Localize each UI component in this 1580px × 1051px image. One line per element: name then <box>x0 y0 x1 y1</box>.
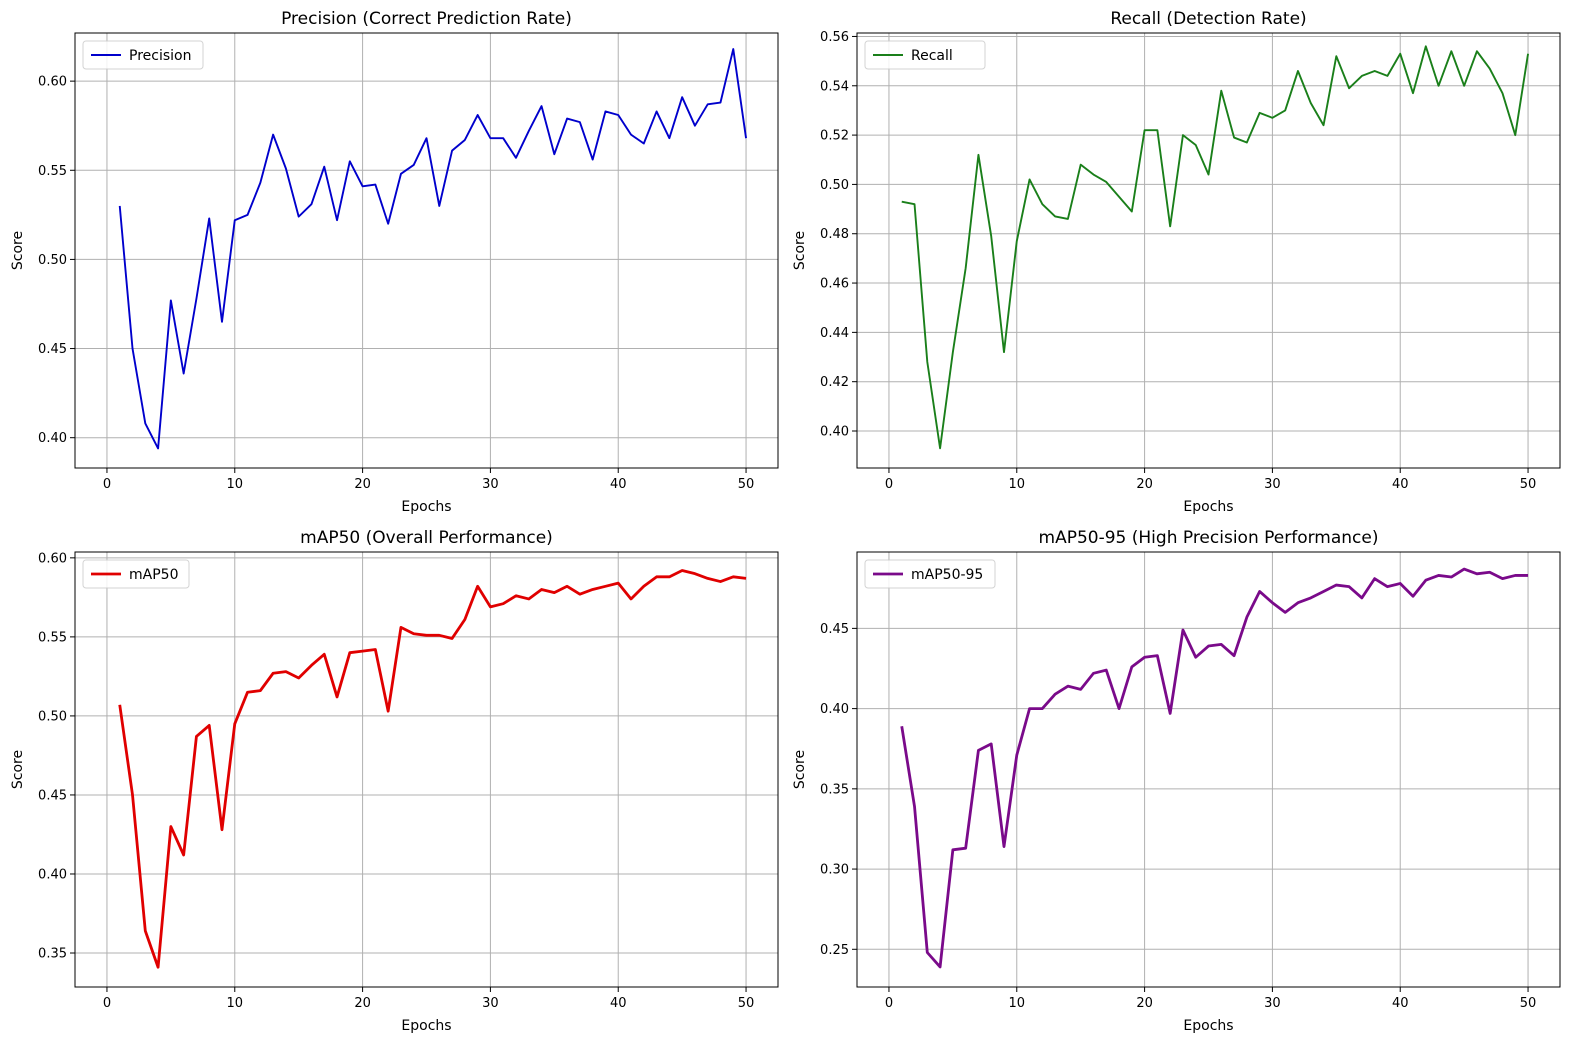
y-tick-label: 0.40 <box>820 425 849 440</box>
x-tick-label: 0 <box>103 477 111 492</box>
y-tick-label: 0.50 <box>820 178 849 193</box>
y-tick-label: 0.25 <box>820 943 849 958</box>
y-tick-label: 0.60 <box>38 551 67 566</box>
x-tick-label: 20 <box>1136 477 1153 492</box>
x-tick-label: 0 <box>885 996 893 1011</box>
axes-frame <box>856 551 1561 988</box>
legend-label: Recall <box>911 48 953 64</box>
legend: Precision <box>82 40 204 70</box>
y-tick-label: 0.50 <box>38 709 67 724</box>
x-tick-label: 40 <box>610 996 627 1011</box>
y-tick-label: 0.30 <box>820 863 849 878</box>
legend-label: mAP50 <box>129 567 178 583</box>
axes-frame <box>74 32 779 469</box>
x-tick-label: 20 <box>354 996 371 1011</box>
axes-frame <box>856 32 1561 469</box>
x-tick-label: 50 <box>1520 996 1537 1011</box>
axes-frame <box>74 551 779 988</box>
legend-label: Precision <box>129 48 191 64</box>
chart-title: mAP50-95 (High Precision Performance) <box>1039 528 1379 548</box>
y-tick-label: 0.35 <box>38 947 67 962</box>
series-line <box>900 567 1529 969</box>
x-tick-label: 40 <box>1392 996 1409 1011</box>
chart-title: Precision (Correct Prediction Rate) <box>281 9 572 29</box>
x-tick-label: 10 <box>226 996 243 1011</box>
x-axis-label: Epochs <box>1183 499 1233 515</box>
y-tick-label: 0.60 <box>38 75 67 90</box>
y-axis-label: Score <box>792 231 808 270</box>
legend-box <box>864 40 986 70</box>
y-tick-label: 0.45 <box>820 622 849 637</box>
y-axis-label: Score <box>10 750 26 789</box>
x-axis-label: Epochs <box>401 499 451 515</box>
series-line <box>901 45 1529 450</box>
legend-box <box>864 559 996 589</box>
y-tick-label: 0.35 <box>820 782 849 797</box>
series-line <box>118 48 747 450</box>
chart-panel: 0 10 20 30 40 50 0.40 0.42 0.44 0.46 0.48 0.50 0.52 0… <box>792 9 1561 515</box>
x-axis-label: Epochs <box>401 1018 451 1034</box>
y-tick-label: 0.55 <box>38 164 67 179</box>
x-tick-label: 40 <box>610 477 627 492</box>
chart-title: Recall (Detection Rate) <box>1110 9 1306 29</box>
y-tick-label: 0.45 <box>38 788 67 803</box>
x-tick-label: 0 <box>103 996 111 1011</box>
y-tick-label: 0.55 <box>38 630 67 645</box>
legend-label: mAP50-95 <box>911 567 983 583</box>
x-tick-label: 30 <box>1264 996 1281 1011</box>
y-tick-label: 0.52 <box>820 129 849 144</box>
y-tick-label: 0.45 <box>38 342 67 357</box>
y-tick-label: 0.50 <box>38 253 67 268</box>
x-tick-label: 10 <box>1008 996 1025 1011</box>
y-tick-label: 0.56 <box>820 30 849 45</box>
y-tick-label: 0.42 <box>820 375 849 390</box>
legend-box <box>82 559 190 589</box>
x-tick-label: 10 <box>1008 477 1025 492</box>
y-tick-label: 0.40 <box>38 867 67 882</box>
x-tick-label: 20 <box>354 477 371 492</box>
x-tick-label: 30 <box>482 477 499 492</box>
x-tick-label: 0 <box>885 477 893 492</box>
x-tick-label: 30 <box>1264 477 1281 492</box>
y-tick-label: 0.46 <box>820 277 849 292</box>
y-tick-label: 0.40 <box>38 431 67 446</box>
x-tick-label: 50 <box>1520 477 1537 492</box>
legend: mAP50-95 <box>864 559 996 589</box>
legend: mAP50 <box>82 559 190 589</box>
x-tick-label: 40 <box>1392 477 1409 492</box>
chart-title: mAP50 (Overall Performance) <box>300 528 553 548</box>
legend: Recall <box>864 40 986 70</box>
x-tick-label: 30 <box>482 996 499 1011</box>
y-tick-label: 0.54 <box>820 79 849 94</box>
y-axis-label: Score <box>792 750 808 789</box>
chart-panel: 0 10 20 30 40 50 0.35 0.40 0.45 0.50 0.55 0.60 mAP50… <box>10 528 779 1034</box>
legend-box <box>82 40 204 70</box>
x-tick-label: 20 <box>1136 996 1153 1011</box>
y-tick-label: 0.44 <box>820 326 849 341</box>
x-tick-label: 50 <box>738 477 755 492</box>
x-axis-label: Epochs <box>1183 1018 1233 1034</box>
y-tick-label: 0.48 <box>820 227 849 242</box>
series-line <box>118 569 747 969</box>
y-tick-label: 0.40 <box>820 702 849 717</box>
chart-panel: 0 10 20 30 40 50 0.25 0.30 0.35 0.40 0.45 mAP50-95 m… <box>792 528 1561 1034</box>
y-axis-label: Score <box>10 231 26 270</box>
x-tick-label: 50 <box>738 996 755 1011</box>
chart-panel: 0 10 20 30 40 50 0.40 0.45 0.50 0.55 0.60 Precision… <box>10 9 779 515</box>
x-tick-label: 10 <box>226 477 243 492</box>
